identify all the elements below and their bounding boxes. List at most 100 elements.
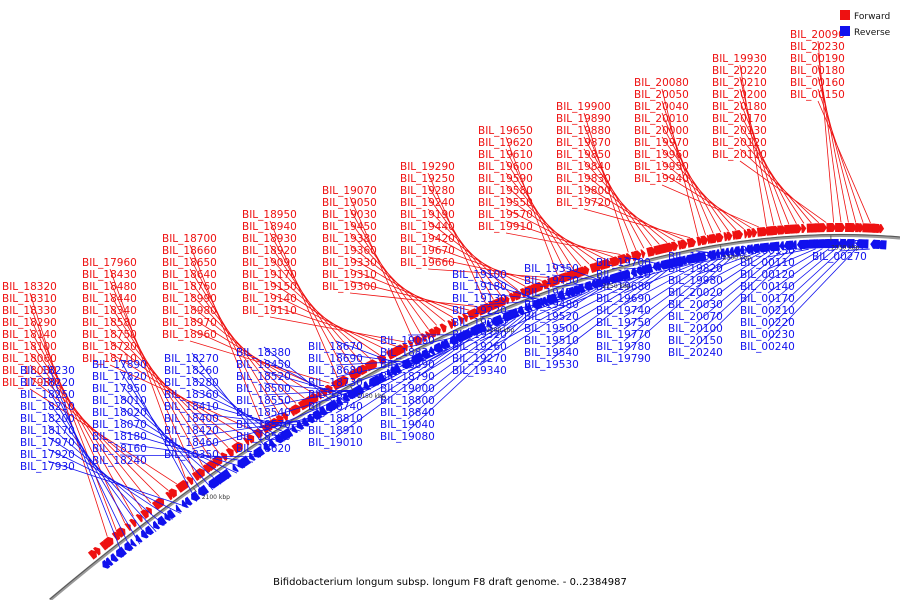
forward-gene-arrow [858, 223, 864, 233]
gene-label: BIL_19170 [242, 269, 297, 281]
gene-label: BIL_19600 [478, 161, 533, 173]
label-leader [263, 370, 356, 399]
gene-label: BIL_18180 [92, 431, 147, 443]
gene-label: BIL_17950 [92, 383, 147, 395]
gene-label: BIL_19960 [634, 149, 689, 161]
gene-label: BIL_18210 [20, 401, 75, 413]
label-leader [109, 352, 246, 437]
label-leader [767, 248, 857, 342]
forward-gene-arrow [102, 536, 114, 548]
label-leader [661, 148, 737, 231]
forward-gene-arrow [708, 233, 718, 244]
gene-label: BIL_19700 [596, 257, 651, 269]
genome-backbone [48, 233, 900, 600]
gene-label: BIL_18030 [2, 365, 57, 377]
gene-label: BIL_19110 [242, 305, 297, 317]
gene-label: BIL_19950 [634, 161, 689, 173]
forward-gene-arrow [583, 265, 590, 275]
label-leader [263, 346, 341, 408]
label-leader [189, 328, 322, 389]
label-leader [191, 420, 317, 426]
reverse-gene-arrow [830, 238, 839, 248]
gene-label: BIL_19980 [668, 275, 723, 287]
forward-gene-arrow [447, 320, 454, 330]
forward-gene-arrow [129, 518, 137, 528]
forward-gene-arrow [715, 232, 724, 243]
backbone-edge [49, 234, 900, 600]
reverse-gene-arrow [110, 553, 119, 563]
forward-gene-arrow [818, 223, 827, 233]
gene-label: BIL_20220 [712, 65, 767, 77]
label-leader [695, 250, 740, 257]
gene-label: BIL_19430 [524, 275, 579, 287]
label-leader [335, 341, 464, 426]
label-leader [335, 344, 456, 414]
label-leader [479, 286, 605, 366]
tick-mark [597, 274, 601, 280]
forward-gene-arrow [424, 331, 431, 340]
gene-label: BIL_19720 [556, 197, 611, 209]
label-leader [623, 258, 719, 330]
gene-label: BIL_20100 [668, 323, 723, 335]
label-leader [479, 290, 590, 342]
reverse-gene-arrow [378, 372, 387, 382]
label-leader [767, 248, 830, 294]
gene-label: BIL_18260 [164, 365, 219, 377]
gene-label: BIL_19280 [400, 185, 455, 197]
gene-label: BIL_19130 [452, 293, 507, 305]
forward-gene-arrow [145, 506, 153, 515]
legend-swatch [840, 26, 850, 36]
gene-label: BIL_18250 [20, 389, 75, 401]
gene-label: BIL_19770 [596, 329, 651, 341]
gene-label: BIL_19910 [478, 221, 533, 233]
gene-label: BIL_19890 [556, 113, 611, 125]
label-leader [427, 256, 542, 281]
label-leader [505, 172, 582, 267]
label-leader [191, 388, 293, 437]
gene-label: BIL_18890 [380, 359, 435, 371]
reverse-gene-arrow [728, 247, 735, 257]
forward-gene-arrow [743, 229, 749, 239]
label-leader [623, 256, 733, 354]
gene-label: BIL_19220 [452, 305, 507, 317]
reverse-gene-arrow [329, 399, 339, 410]
gene-label: BIL_18400 [164, 413, 219, 425]
label-leader [583, 208, 691, 239]
label-leader [119, 370, 206, 496]
gene-label: BIL_18640 [162, 269, 217, 281]
gene-label: BIL_19320 [452, 329, 507, 341]
reverse-gene-arrow [285, 427, 294, 437]
gene-label: BIL_19060 [380, 335, 435, 347]
gene-label: BIL_18020 [92, 407, 147, 419]
reverse-gene-arrow [870, 239, 881, 250]
gene-label: BIL_00270 [812, 251, 867, 263]
gene-label: BIL_18140 [2, 329, 57, 341]
label-leader [817, 100, 871, 224]
label-leader [739, 124, 805, 224]
forward-gene-arrow [640, 249, 646, 259]
gene-label: BIL_18520 [236, 371, 291, 383]
gene-label: BIL_17930 [20, 461, 75, 473]
gene-label: BIL_18310 [2, 293, 57, 305]
legend: Forward Reverse [840, 10, 891, 38]
label-leader [29, 304, 117, 530]
forward-gene-arrow [839, 222, 846, 232]
gene-label: BIL_18700 [162, 233, 217, 245]
forward-gene-arrow [549, 275, 561, 287]
forward-gene-arrow [726, 231, 733, 241]
label-leader [551, 277, 634, 300]
gene-label: BIL_19250 [400, 173, 455, 185]
label-leader [109, 304, 212, 460]
gene-label: BIL_18750 [82, 329, 137, 341]
gene-labels: BIL_18320BIL_18310BIL_18330BIL_18290BIL_… [2, 29, 867, 473]
forward-gene-arrow [135, 514, 143, 523]
label-leader [505, 208, 605, 260]
label-leader [47, 376, 132, 551]
reverse-gene-arrow [157, 515, 168, 526]
gene-label: BIL_19350 [524, 263, 579, 275]
tick-label: 2200 kbp [486, 327, 514, 334]
gene-label: BIL_20050 [634, 89, 689, 101]
gene-label: BIL_18170 [20, 425, 75, 437]
reverse-gene-arrow [557, 290, 566, 301]
label-leader [695, 253, 754, 276]
